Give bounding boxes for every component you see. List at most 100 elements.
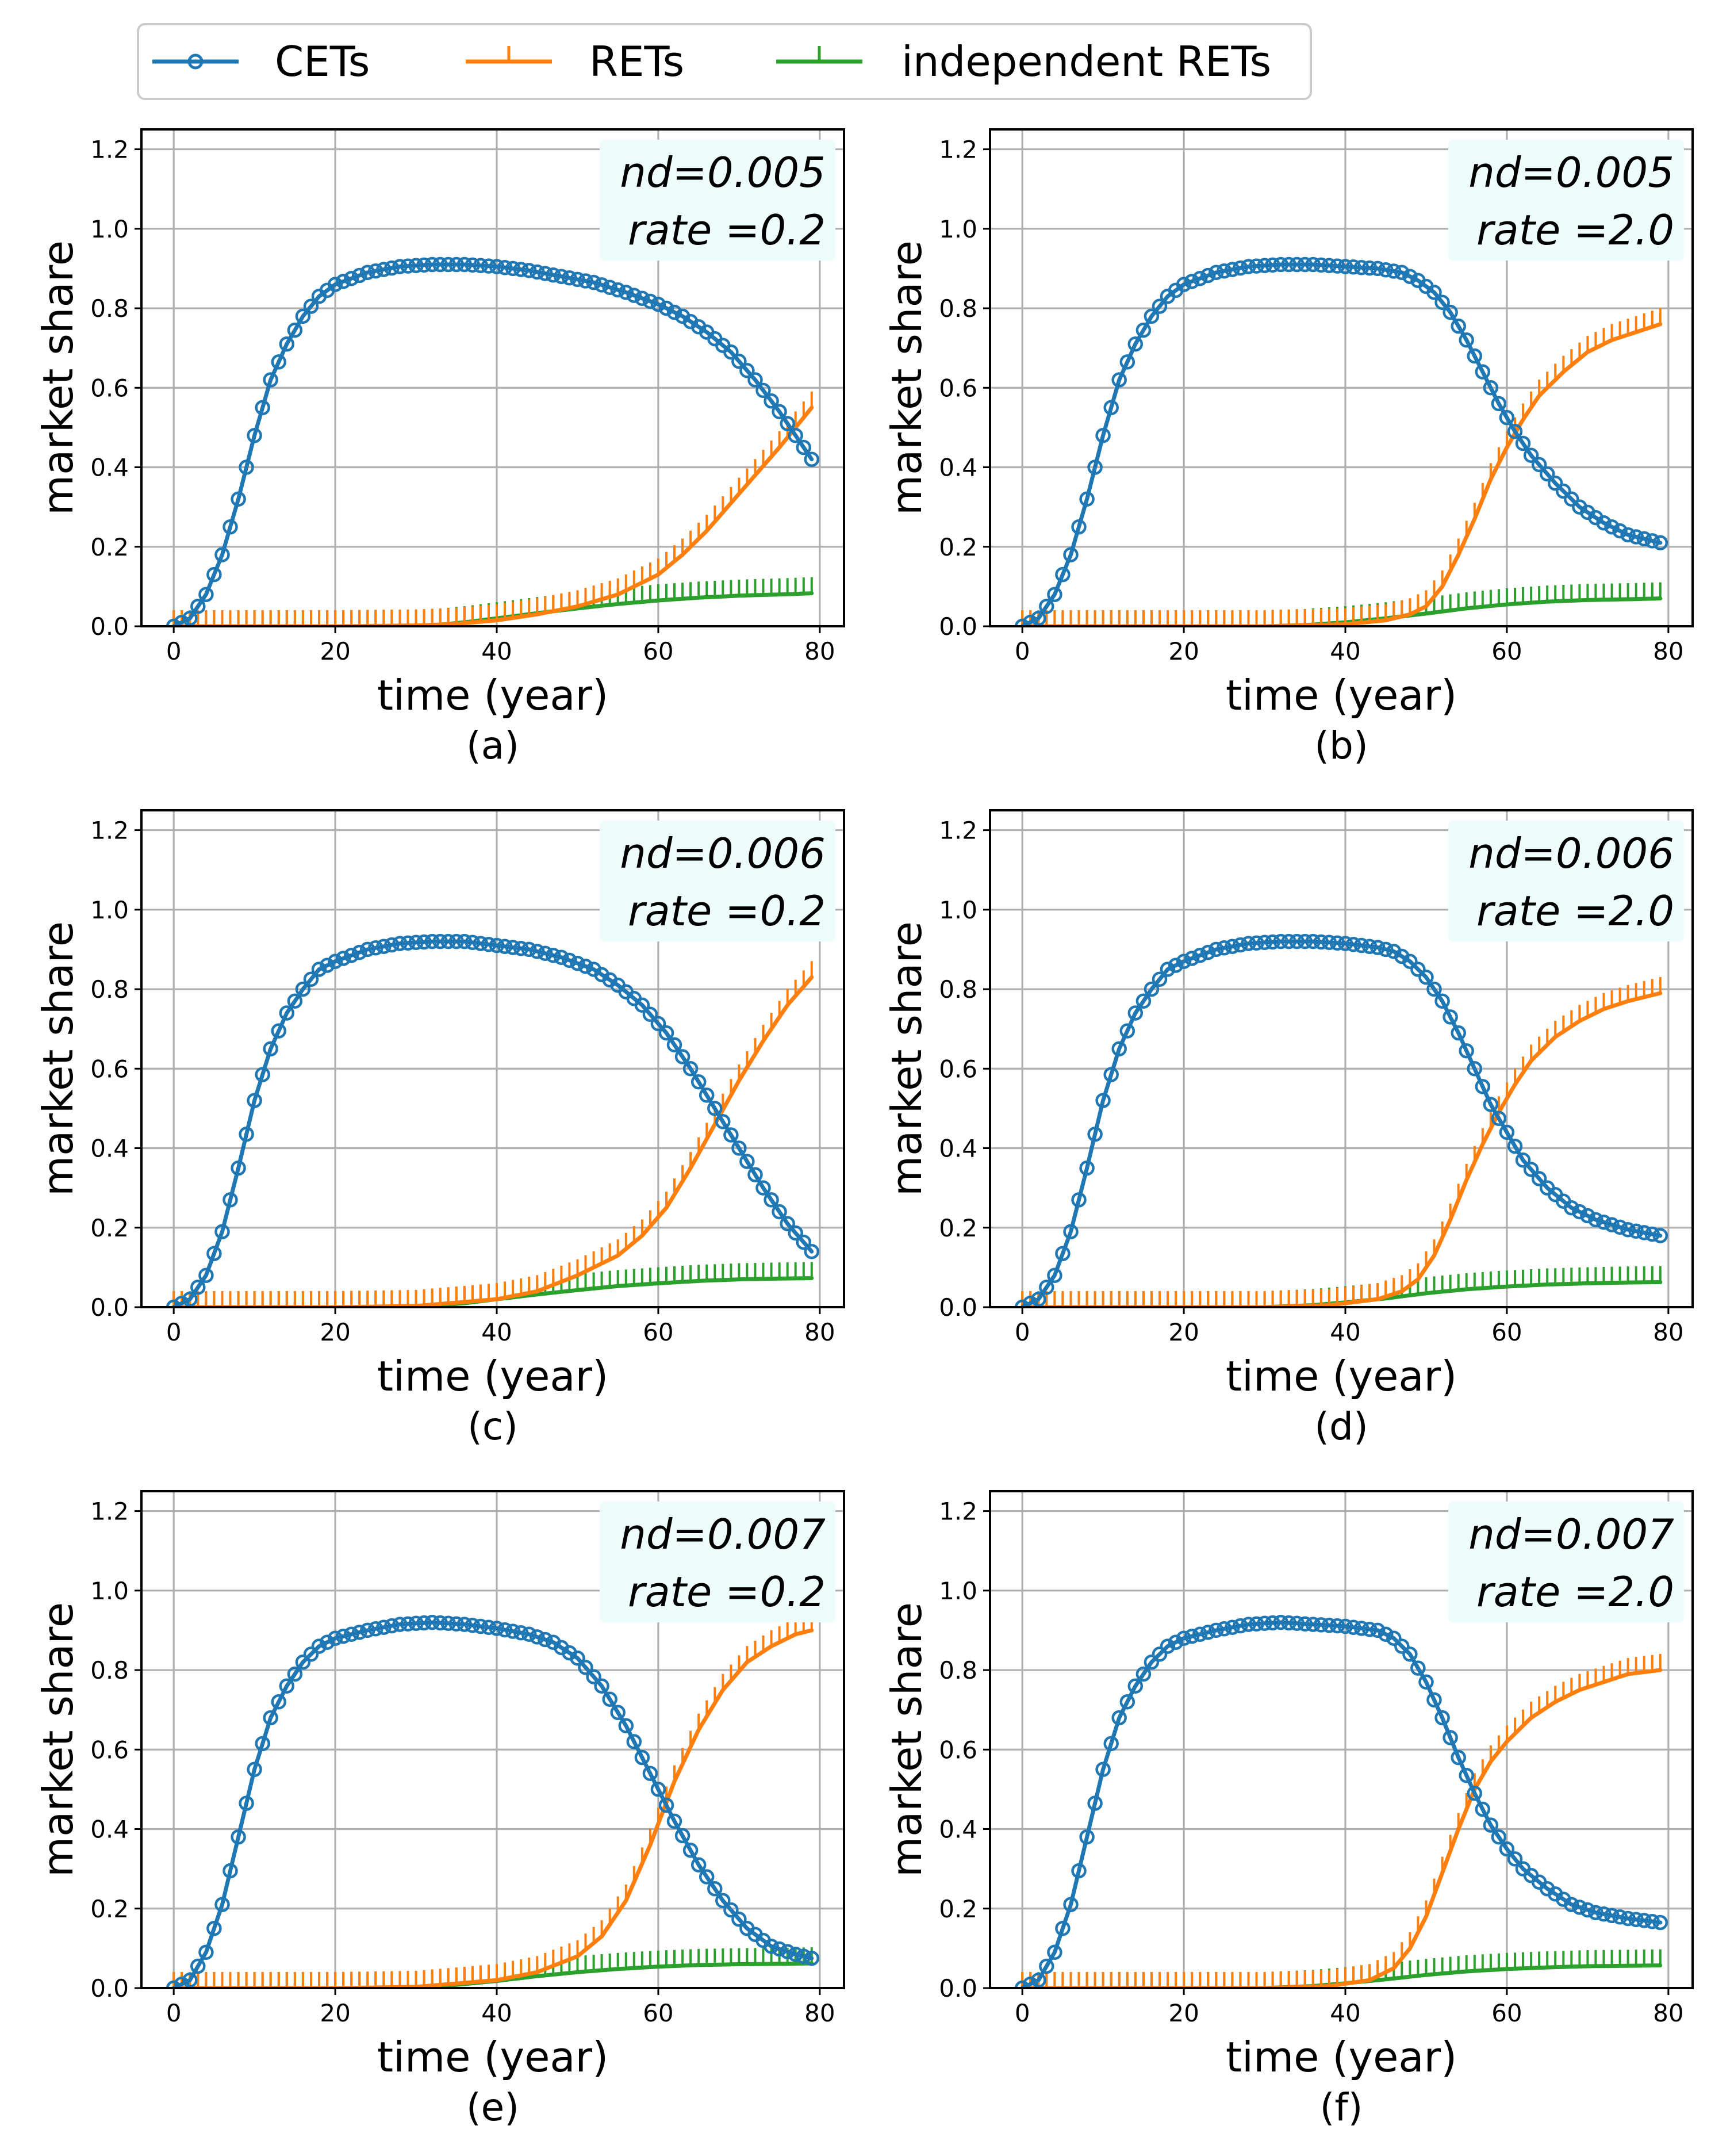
data-point-cets bbox=[416, 1615, 432, 1631]
data-point-cets bbox=[1209, 941, 1224, 958]
series-line-rets bbox=[1020, 991, 1663, 1307]
data-point-cets bbox=[1467, 1786, 1483, 1801]
data-point-cets bbox=[530, 264, 545, 280]
data-point-cets bbox=[222, 1192, 238, 1208]
data-point-cets bbox=[440, 933, 456, 949]
data-point-cets bbox=[780, 1216, 795, 1232]
data-point-cets bbox=[1612, 523, 1628, 539]
axis-ticks: 0 20 40 60 80 0.0 0.2 0.4 0.6 0.8 1.0 1.2 bbox=[90, 136, 835, 665]
data-point-cets bbox=[618, 285, 634, 300]
data-point-cets bbox=[658, 1797, 674, 1813]
data-point-cets bbox=[796, 1234, 812, 1250]
legend-entries: CETs RETs independent RETs bbox=[152, 37, 1271, 86]
data-point-cets bbox=[1353, 1621, 1369, 1636]
data-point-cets bbox=[626, 1734, 642, 1749]
series-line-cets bbox=[1020, 1620, 1663, 1988]
nd-value: nd=0.006 bbox=[1468, 829, 1674, 878]
data-point-cets bbox=[214, 1897, 230, 1913]
data-point-cets bbox=[1031, 1972, 1046, 1988]
data-point-cets bbox=[319, 958, 335, 973]
axes-frame bbox=[140, 809, 845, 1308]
axis-ticks: 0 20 40 60 80 0.0 0.2 0.4 0.6 0.8 1.0 1.2 bbox=[90, 1498, 835, 2027]
y-tick-label: 1.0 bbox=[939, 215, 977, 243]
data-point-cets bbox=[214, 1224, 230, 1239]
parameter-annotation: nd=0.006 rate =0.2 bbox=[600, 821, 835, 941]
data-point-cets bbox=[562, 952, 577, 968]
data-point-cets bbox=[764, 1192, 779, 1208]
data-point-cets bbox=[610, 282, 626, 298]
rate-value: rate =2.0 bbox=[1476, 1568, 1674, 1616]
rate-value: rate =2.0 bbox=[1476, 206, 1674, 254]
data-point-cets bbox=[1111, 1041, 1127, 1056]
data-point-cets bbox=[674, 1049, 690, 1064]
axis-ticks: 0 20 40 60 80 0.0 0.2 0.4 0.6 0.8 1.0 1.2 bbox=[939, 817, 1683, 1346]
annotation-box bbox=[1448, 1502, 1684, 1622]
y-tick-label: 0.6 bbox=[90, 1055, 129, 1083]
data-point-cets bbox=[538, 945, 553, 962]
annotation-box bbox=[600, 140, 835, 261]
data-point-cets bbox=[1612, 1219, 1628, 1235]
x-tick-label: 60 bbox=[1491, 1999, 1522, 2027]
data-point-cets bbox=[1596, 515, 1612, 531]
legend-entry-independent-rets: independent RETs bbox=[776, 37, 1271, 86]
series-line-cets bbox=[1020, 262, 1663, 626]
x-tick-label: 0 bbox=[166, 637, 182, 665]
nd-value: nd=0.005 bbox=[1468, 148, 1674, 197]
data-point-cets bbox=[658, 300, 674, 316]
y-tick-label: 0.2 bbox=[90, 1895, 129, 1923]
data-point-cets bbox=[1475, 1079, 1491, 1094]
data-point-cets bbox=[255, 1736, 270, 1752]
data-point-cets bbox=[1127, 1678, 1144, 1694]
data-point-cets bbox=[1031, 610, 1046, 626]
series-line-cets bbox=[171, 262, 814, 626]
data-point-cets bbox=[335, 951, 351, 966]
data-point-cets bbox=[602, 279, 617, 296]
data-point-cets bbox=[1483, 1817, 1499, 1833]
axis-ticks: 0 20 40 60 80 0.0 0.2 0.4 0.6 0.8 1.0 1.2 bbox=[939, 1498, 1683, 2027]
x-tick-label: 40 bbox=[1330, 1318, 1360, 1346]
y-tick-label: 0.0 bbox=[939, 1974, 977, 2002]
y-tick-label: 0.8 bbox=[939, 975, 977, 1004]
data-point-cets bbox=[570, 955, 585, 971]
data-point-cets bbox=[1652, 535, 1668, 551]
y-axis-label: market share bbox=[883, 1602, 931, 1877]
data-point-cets bbox=[1217, 940, 1232, 956]
legend: CETs RETs independent RETs bbox=[137, 23, 1312, 100]
data-point-cets bbox=[780, 1944, 795, 1959]
data-point-cets bbox=[1628, 1223, 1644, 1239]
data-point-cets bbox=[1523, 1162, 1539, 1177]
data-point-cets bbox=[723, 1902, 739, 1918]
data-point-cets bbox=[1055, 1921, 1071, 1936]
data-point-cets bbox=[392, 259, 408, 274]
data-point-cets bbox=[804, 451, 820, 467]
data-point-cets bbox=[731, 353, 747, 369]
data-point-cets bbox=[432, 933, 448, 949]
data-point-cets bbox=[1217, 1621, 1232, 1637]
data-point-cets bbox=[788, 1946, 803, 1962]
data-point-cets bbox=[465, 935, 481, 951]
data-point-cets bbox=[1265, 934, 1280, 950]
data-point-cets bbox=[1249, 1616, 1264, 1632]
data-point-cets bbox=[1337, 1618, 1353, 1634]
data-point-cets bbox=[1426, 1692, 1442, 1708]
data-point-cets bbox=[1022, 1976, 1038, 1988]
x-tick-label: 60 bbox=[643, 637, 673, 665]
data-point-cets bbox=[1313, 934, 1329, 950]
data-point-cets bbox=[1281, 1615, 1296, 1631]
data-point-cets bbox=[174, 1976, 190, 1988]
data-point-cets bbox=[1071, 1192, 1087, 1208]
data-point-cets bbox=[1386, 1630, 1402, 1646]
data-point-cets bbox=[578, 273, 593, 289]
data-point-cets bbox=[538, 1632, 553, 1648]
axes-frame bbox=[989, 128, 1694, 627]
data-point-cets bbox=[1135, 993, 1152, 1009]
data-point-cets bbox=[1353, 259, 1369, 275]
data-point-cets bbox=[392, 936, 408, 951]
series-line-cets bbox=[1020, 939, 1663, 1307]
data-point-cets bbox=[1394, 265, 1410, 281]
y-tick-label: 0.4 bbox=[939, 1135, 977, 1163]
data-point-cets bbox=[263, 1041, 278, 1056]
nd-value: nd=0.006 bbox=[620, 829, 826, 878]
data-point-cets bbox=[424, 1614, 440, 1630]
data-point-cets bbox=[1491, 396, 1507, 412]
